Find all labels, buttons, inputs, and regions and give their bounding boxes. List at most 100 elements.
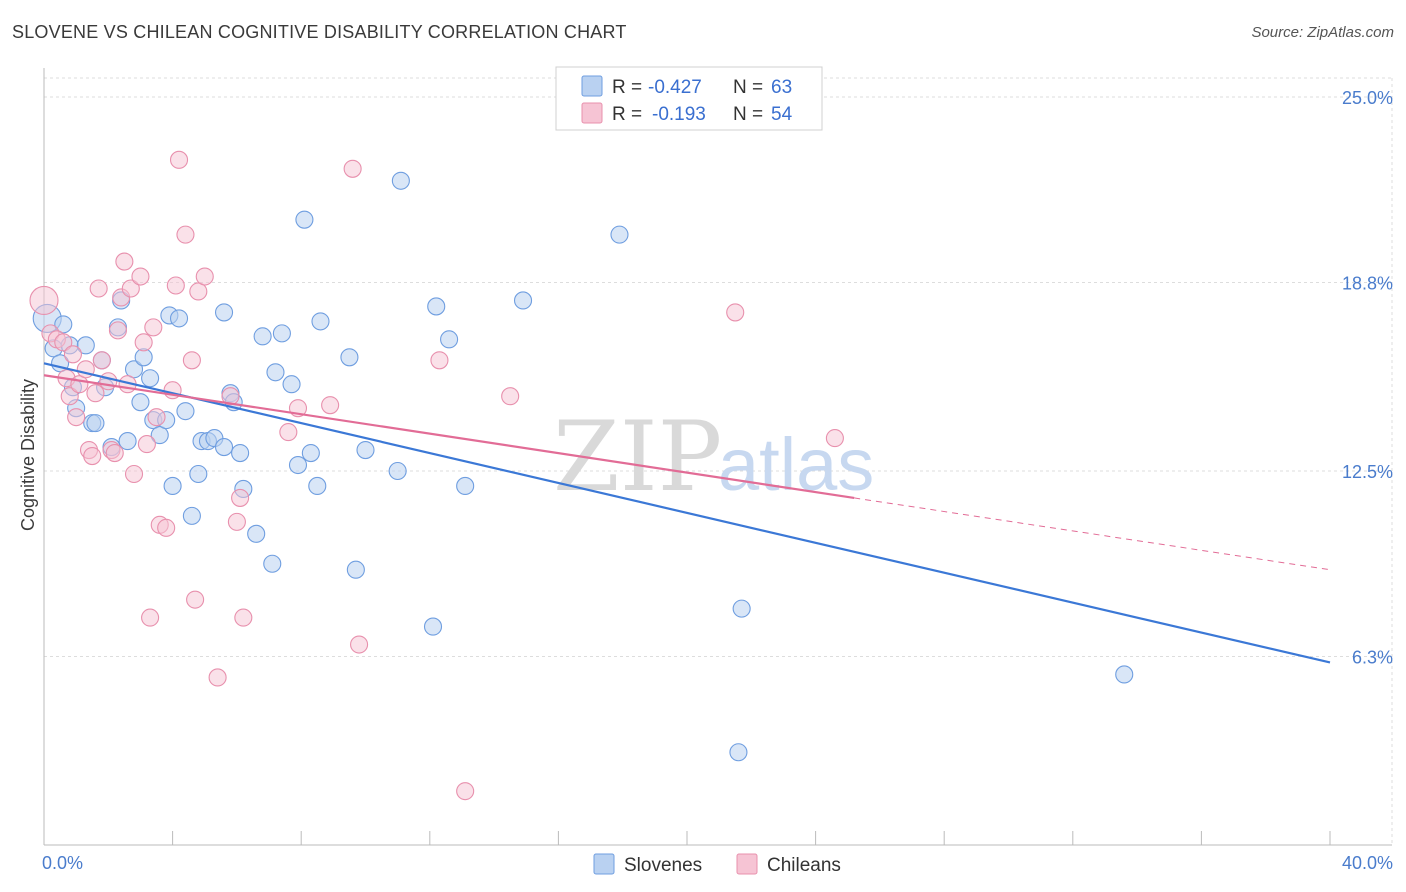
chileans-trend-line [43, 374, 855, 500]
slovenes-point [308, 476, 327, 496]
chileans-point [121, 279, 140, 298]
axes [43, 68, 1392, 846]
chart-title: SLOVENE VS CHILEAN COGNITIVE DISABILITY … [12, 22, 627, 42]
legend-n-label-1: N = [733, 77, 763, 98]
grid-lines [44, 77, 1393, 845]
y-tick-label: 12.5% [1342, 462, 1393, 482]
chileans-points [29, 150, 844, 801]
slovenes-point [231, 443, 250, 463]
chileans-point [195, 267, 214, 286]
legend-r-value-1: -0.427 [648, 77, 702, 98]
y-axis-label: Cognitive Disability [18, 379, 38, 531]
chileans-point [67, 408, 86, 427]
chileans-point [182, 351, 201, 370]
slovenes-point [427, 297, 446, 316]
slovenes-point [141, 369, 160, 388]
slovenes-point [456, 476, 475, 496]
chileans-point [29, 285, 59, 316]
slovenes-point [513, 291, 533, 310]
chileans-point [186, 590, 205, 609]
x-tick-label-max: 40.0% [1342, 853, 1393, 873]
chileans-point [115, 252, 134, 271]
chart-source: Source: ZipAtlas.com [1251, 24, 1394, 41]
tick-labels: 6.3% 12.5% 18.8% 25.0% 0.0% 40.0% [42, 88, 1393, 873]
slovenes-point [169, 309, 189, 328]
legend-n-label-2: N = [733, 104, 763, 125]
slovenes-point [301, 443, 320, 463]
slovenes-point [346, 560, 365, 579]
legend-n-value-1: 63 [771, 77, 792, 98]
chileans-point [169, 150, 189, 169]
y-tick-label: 18.8% [1342, 274, 1393, 294]
chileans-trend-extension [854, 497, 1331, 571]
chileans-point [99, 372, 118, 391]
chileans-point [279, 423, 298, 442]
trend-lines [43, 362, 1331, 664]
slovenes-point [388, 461, 407, 481]
chileans-point [350, 635, 369, 654]
chileans-point [92, 351, 111, 370]
legend-swatch-slovenes [581, 75, 603, 97]
slovenes-point [340, 348, 359, 367]
slovenes-point [189, 464, 208, 484]
slovenes-point [182, 506, 201, 525]
slovenes-trend-line [43, 362, 1331, 664]
slovenes-point [272, 324, 291, 343]
legend-r-label-1: R = [612, 77, 642, 98]
slovenes-point [131, 393, 150, 412]
bottom-legend-swatch-slovenes [593, 853, 615, 875]
chileans-point [501, 387, 520, 406]
legend-r-value-2: -0.193 [652, 104, 706, 125]
chileans-point [227, 512, 246, 531]
chileans-point [134, 333, 153, 352]
chileans-point [189, 282, 208, 301]
chileans-point [176, 225, 195, 244]
y-tick-label: 6.3% [1352, 648, 1393, 668]
chileans-point [63, 345, 82, 364]
slovenes-point [253, 327, 272, 346]
slovenes-point [86, 414, 105, 433]
chileans-point [343, 159, 362, 178]
legend-swatch-chileans [581, 102, 603, 124]
chileans-point [86, 384, 105, 403]
slovenes-point [266, 363, 285, 382]
x-tick-label-min: 0.0% [42, 853, 83, 873]
chileans-point [321, 396, 340, 415]
bottom-legend-chileans: Chileans [767, 855, 841, 876]
slovenes-point [295, 210, 314, 229]
chileans-point [108, 321, 127, 340]
bottom-legend-swatch-chileans [736, 853, 758, 875]
slovenes-point [288, 455, 308, 475]
chileans-point [137, 435, 156, 454]
chileans-point [131, 267, 150, 286]
chileans-point [825, 429, 844, 448]
chileans-point [144, 318, 163, 337]
slovenes-point [732, 599, 751, 618]
slovenes-point [729, 743, 748, 762]
slovenes-point [247, 524, 266, 543]
legend-r-label-2: R = [612, 104, 642, 125]
slovenes-point [176, 402, 195, 421]
watermark-atlas: atlas [718, 423, 874, 506]
chileans-point [234, 608, 253, 627]
bottom-legend: Slovenes Chileans [593, 853, 841, 876]
slovenes-point [610, 225, 629, 244]
slovenes-point [150, 426, 169, 445]
chileans-point [105, 443, 124, 463]
chileans-point [147, 408, 166, 427]
chileans-point [124, 464, 144, 484]
slovenes-point [76, 336, 95, 355]
slovenes-point [163, 476, 182, 496]
slovenes-point [282, 375, 301, 394]
chileans-point [231, 488, 250, 507]
y-tick-label: 25.0% [1342, 88, 1393, 108]
slovenes-point [1115, 665, 1134, 684]
chileans-point [89, 279, 108, 298]
chileans-point [430, 351, 449, 370]
legend-n-value-2: 54 [771, 104, 793, 125]
slovenes-point [423, 617, 443, 636]
slovenes-point [263, 554, 282, 573]
bottom-legend-slovenes: Slovenes [624, 855, 702, 876]
chileans-point [83, 446, 102, 466]
